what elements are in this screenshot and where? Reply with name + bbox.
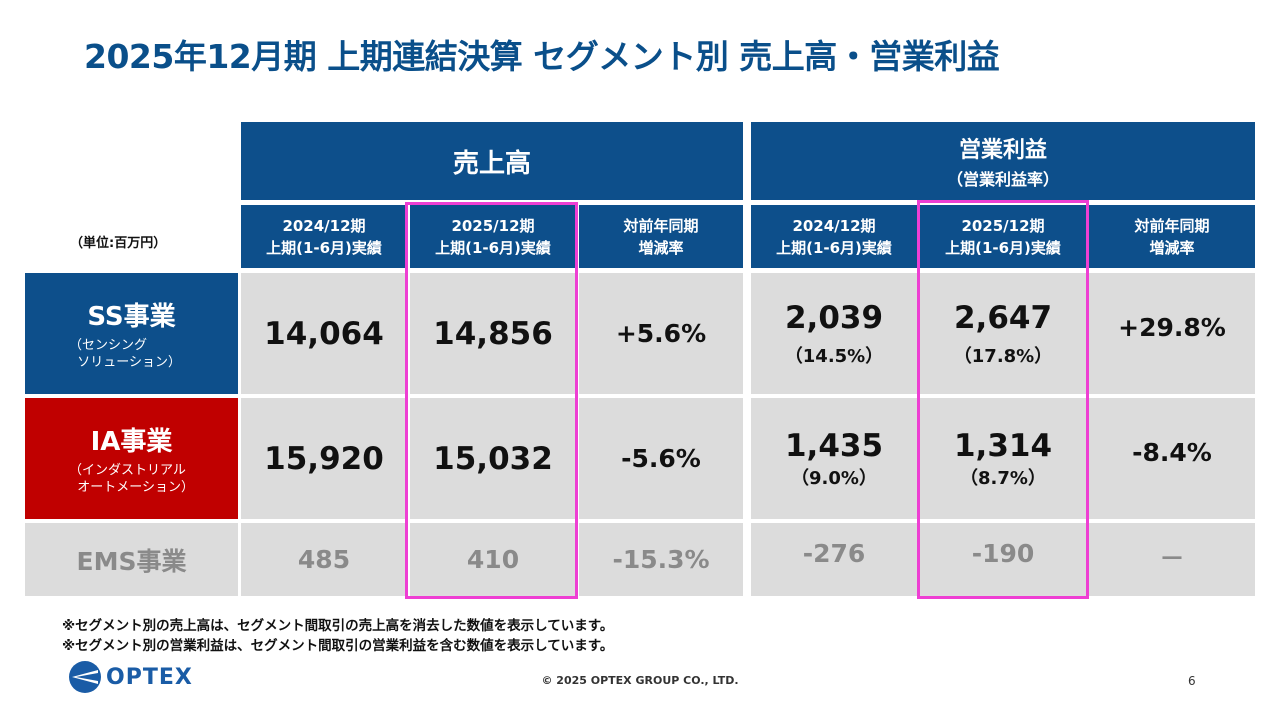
ss-profit-prev: 2,039 （14.5%） (751, 273, 917, 394)
highlight-sales-current (405, 202, 578, 599)
ems-profit-curr: -190 (920, 523, 1086, 596)
ss-profit-yoy: +29.8% (1089, 273, 1255, 394)
ia-sales-curr: 15,032 (410, 398, 576, 519)
ss-sales-curr: 14,856 (410, 273, 576, 394)
copyright-footer: © 2025 OPTEX GROUP CO., LTD. (541, 674, 739, 687)
segment-ss-label: SS事業 （センシング ソリューション） (25, 273, 238, 394)
optex-logo-text: OPTEX (106, 664, 193, 690)
ia-profit-prev: 1,435 （9.0%） (751, 398, 917, 519)
footnote-profit: ※セグメント別の営業利益は、セグメント間取引の営業利益を含む数値を表示しています… (62, 638, 614, 654)
ems-profit-yoy: － (1089, 523, 1255, 596)
profit-header-title: 営業利益 (958, 138, 1047, 163)
ia-profit-curr: 1,314 （8.7%） (920, 398, 1086, 519)
col-header-sales-prev: 2024/12期 上期(1-6月)実績 (241, 205, 407, 268)
footnote-sales: ※セグメント別の売上高は、セグメント間取引の売上高を消去した数値を表示しています… (62, 618, 614, 634)
sales-header: 売上高 (241, 122, 743, 200)
ia-sales-prev: 15,920 (241, 398, 407, 519)
ems-sales-prev: 485 (241, 523, 407, 596)
unit-label: （単位:百万円） (70, 236, 167, 251)
col-header-sales-yoy: 対前年同期 増減率 (579, 205, 743, 268)
col-header-sales-curr: 2025/12期 上期(1-6月)実績 (410, 205, 576, 268)
ems-sales-curr: 410 (410, 523, 576, 596)
col-header-profit-yoy: 対前年同期 増減率 (1089, 205, 1255, 268)
ia-profit-yoy: -8.4% (1089, 398, 1255, 519)
ss-sales-yoy: +5.6% (579, 273, 743, 394)
ss-profit-curr: 2,647 （17.8%） (920, 273, 1086, 394)
segment-ia-label: IA事業 （インダストリアル オートメーション） (25, 398, 238, 519)
ems-profit-prev: -276 (751, 523, 917, 596)
operating-profit-header: 営業利益 （営業利益率） (751, 122, 1255, 200)
optex-logo: OPTEX (68, 660, 193, 694)
segment-ems-label: EMS事業 (25, 523, 238, 596)
ss-sales-prev: 14,064 (241, 273, 407, 394)
ems-sales-yoy: -15.3% (579, 523, 743, 596)
page-title: 2025年12月期 上期連結決算 セグメント別 売上高・営業利益 (84, 37, 1000, 76)
profit-header-subtitle: （営業利益率） (946, 170, 1059, 189)
col-header-profit-prev: 2024/12期 上期(1-6月)実績 (751, 205, 917, 268)
page-number: 6 (1188, 674, 1196, 688)
ia-sales-yoy: -5.6% (579, 398, 743, 519)
col-header-profit-curr: 2025/12期 上期(1-6月)実績 (920, 205, 1086, 268)
highlight-profit-current (917, 200, 1089, 599)
optex-logo-mark-icon (69, 661, 101, 693)
